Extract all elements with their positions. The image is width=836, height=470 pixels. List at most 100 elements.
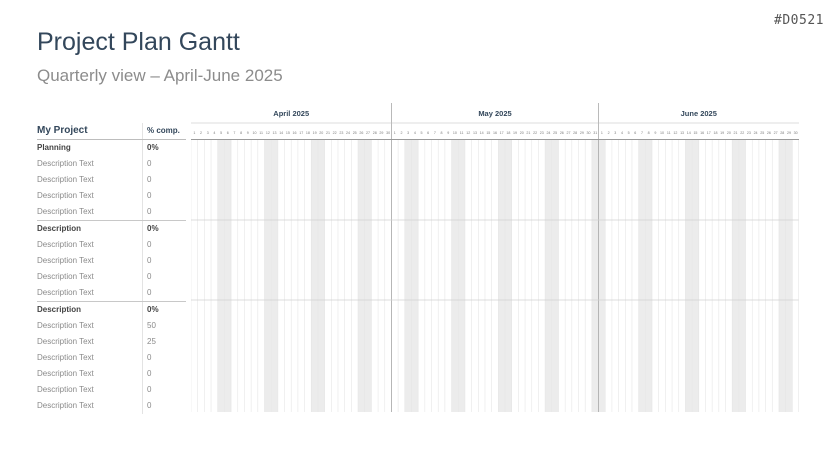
day-label: 8 [240, 131, 242, 135]
day-label: 16 [700, 131, 704, 135]
day-label: 12 [673, 131, 677, 135]
day-label: 26 [560, 131, 564, 135]
day-label: 22 [533, 131, 537, 135]
slide-id: #D0521 [774, 13, 824, 28]
task-completion: 50 [147, 321, 156, 330]
day-label: 29 [580, 131, 584, 135]
task-completion: 0 [147, 272, 152, 281]
weekend-shade [685, 140, 693, 412]
task-label: Description Text [37, 337, 94, 346]
task-row: Description Text 0 [37, 350, 186, 366]
weekend-shade [311, 140, 318, 412]
weekend-shade [785, 140, 793, 412]
day-label: 1 [601, 131, 603, 135]
day-label: 17 [707, 131, 711, 135]
day-label: 12 [266, 131, 270, 135]
task-label: Description Text [37, 256, 94, 265]
weekend-shade [638, 140, 646, 412]
day-label: 11 [460, 131, 464, 135]
weekend-shade [692, 140, 699, 412]
task-completion: 0 [147, 207, 152, 216]
column-divider [142, 285, 143, 301]
task-completion: 0 [147, 240, 152, 249]
task-label: Description Text [37, 385, 94, 394]
day-label: 10 [252, 131, 256, 135]
task-completion: 0 [147, 256, 152, 265]
task-row: Description Text 0 [37, 253, 186, 269]
day-label: 29 [787, 131, 791, 135]
task-completion: 25 [147, 337, 156, 346]
day-label: 28 [780, 131, 784, 135]
day-label: 21 [326, 131, 330, 135]
weekend-shade [738, 140, 746, 412]
weekend-shade [498, 140, 506, 412]
day-label: 10 [660, 131, 664, 135]
task-label: Description Text [37, 207, 94, 216]
weekend-shade [224, 140, 232, 412]
task-label: Description Text [37, 159, 94, 168]
day-label: 30 [587, 131, 591, 135]
weekend-shade [458, 140, 465, 412]
day-label: 4 [621, 131, 623, 135]
day-label: 3 [614, 131, 616, 135]
column-divider [142, 350, 143, 366]
task-group-row: Planning 0% [37, 140, 186, 156]
day-label: 14 [279, 131, 283, 135]
day-label: 28 [573, 131, 577, 135]
weekend-shade [778, 140, 786, 412]
day-label: 20 [727, 131, 731, 135]
weekend-shade [551, 140, 559, 412]
day-label: 7 [434, 131, 436, 135]
column-divider [142, 253, 143, 269]
day-label: 23 [747, 131, 751, 135]
weekend-shade [505, 140, 512, 412]
task-row: Description Text 0 [37, 398, 186, 414]
day-label: 24 [546, 131, 550, 135]
day-label: 12 [466, 131, 470, 135]
task-label: Description Text [37, 272, 94, 281]
gantt-chart: 1 2 3 4 5 6 7 8 9 10 11 12 13 14 15 16 17 18 19 20 21 22 23 24 2… [191, 103, 799, 412]
day-label: 27 [774, 131, 778, 135]
task-completion: 0 [147, 353, 152, 362]
day-label: 18 [506, 131, 510, 135]
page-subtitle: Quarterly view – April-June 2025 [37, 66, 283, 85]
weekend-shade [271, 140, 278, 412]
weekend-shade [411, 140, 419, 412]
month-label: May 2025 [478, 109, 511, 118]
day-label: 5 [220, 131, 222, 135]
day-label: 20 [520, 131, 524, 135]
day-label: 31 [593, 131, 597, 135]
column-divider [142, 302, 143, 318]
task-row: Description Text 25 [37, 334, 186, 350]
task-group-row: Description 0% [37, 301, 186, 318]
group-label: Description [37, 305, 82, 314]
day-label: 21 [734, 131, 738, 135]
task-completion: 0 [147, 385, 152, 394]
month-label: April 2025 [273, 109, 309, 118]
day-label: 3 [407, 131, 409, 135]
task-row: Description Text 0 [37, 382, 186, 398]
task-row: Description Text 0 [37, 237, 186, 253]
task-rows: Planning 0% Description Text 0 Description T… [37, 140, 186, 414]
day-label: 26 [767, 131, 771, 135]
task-label: Description Text [37, 353, 94, 362]
day-label: 13 [680, 131, 684, 135]
column-divider [142, 140, 143, 156]
task-label: Description Text [37, 288, 94, 297]
column-divider [142, 269, 143, 285]
day-label: 11 [667, 131, 671, 135]
day-label: 16 [493, 131, 497, 135]
column-divider [142, 334, 143, 350]
project-label: My Project [37, 125, 88, 136]
weekend-shade [451, 140, 459, 412]
task-group-row: Description 0% [37, 220, 186, 237]
column-divider [142, 156, 143, 172]
day-label: 23 [339, 131, 343, 135]
day-label: 10 [453, 131, 457, 135]
day-label: 27 [366, 131, 370, 135]
completion-header: % comp. [147, 126, 180, 135]
day-label: 4 [414, 131, 416, 135]
task-row: Description Text 0 [37, 188, 186, 204]
day-label: 26 [359, 131, 363, 135]
task-completion: 0 [147, 369, 152, 378]
